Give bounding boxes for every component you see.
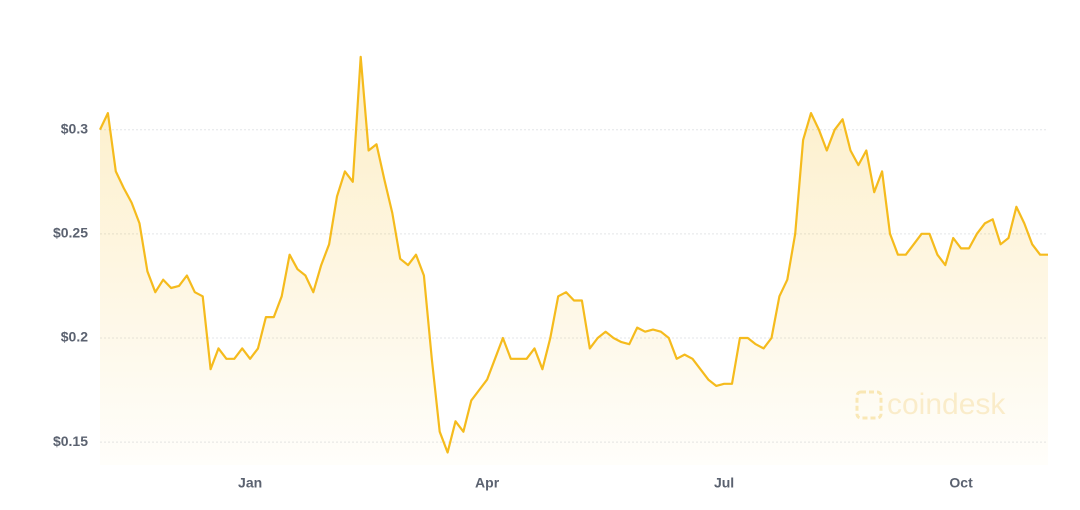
x-tick-label: Jul: [714, 475, 734, 491]
x-tick-label: Jan: [238, 475, 262, 491]
y-tick-label: $0.25: [53, 225, 88, 241]
price-line: [99, 55, 1048, 454]
area: [100, 56, 1048, 466]
y-tick-label: $0.15: [53, 433, 88, 449]
y-tick-label: $0.3: [61, 120, 88, 136]
y-tick-label: $0.2: [61, 329, 88, 345]
x-tick-label: Oct: [949, 475, 973, 491]
x-tick-label: Apr: [475, 475, 500, 491]
